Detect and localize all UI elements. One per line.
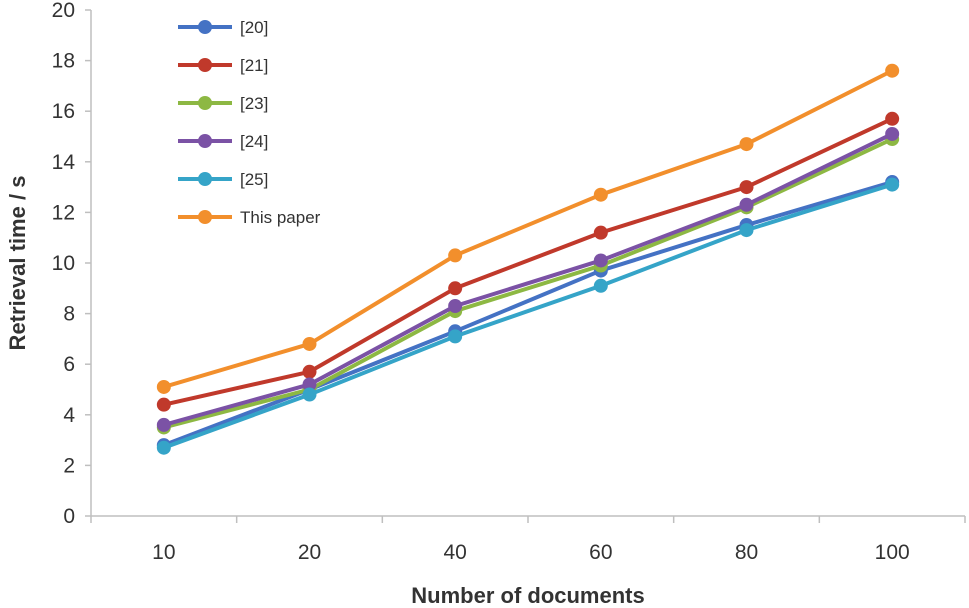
data-point <box>156 379 171 394</box>
data-point <box>593 225 608 240</box>
legend-item: [24] <box>178 132 268 151</box>
legend-swatch-marker <box>198 172 212 186</box>
series-line <box>163 116 894 407</box>
legend-label: [20] <box>240 18 268 37</box>
y-tick-label: 6 <box>63 353 75 376</box>
y-tick-label: 8 <box>63 303 75 326</box>
axes: 0 2 4 6 8 10 12 14 16 18 20 10 20 40 60 80 100 <box>52 0 966 564</box>
y-tick-label: 16 <box>52 100 75 123</box>
legend-item: [20] <box>178 18 268 37</box>
y-tick-label: 14 <box>52 151 76 174</box>
series-1 <box>156 111 900 412</box>
legend-swatch-marker <box>198 210 212 224</box>
data-point <box>302 387 317 402</box>
series-4 <box>156 177 900 455</box>
legend-label: This paper <box>240 208 321 227</box>
y-tick-label: 4 <box>63 404 75 427</box>
y-tick-label: 12 <box>52 201 75 224</box>
x-tick-label: 100 <box>875 541 910 564</box>
y-tick-label: 20 <box>52 0 75 22</box>
legend-item: [23] <box>178 94 268 113</box>
data-point <box>885 177 900 192</box>
data-point <box>448 248 463 263</box>
legend-label: [23] <box>240 94 268 113</box>
legend-swatch-marker <box>198 96 212 110</box>
data-point <box>593 253 608 268</box>
x-tick-label: 40 <box>443 541 466 564</box>
data-point <box>448 299 463 314</box>
data-point <box>739 180 754 195</box>
series-3 <box>156 126 900 432</box>
series-5 <box>156 63 900 394</box>
series-layer <box>156 63 900 455</box>
y-tick-label: 2 <box>63 454 75 477</box>
data-point <box>739 137 754 152</box>
y-tick-label: 18 <box>52 50 75 73</box>
legend: [20] [21] [23] [24] [25] This paper <box>178 18 321 227</box>
series-line <box>163 132 894 427</box>
x-tick-label: 10 <box>152 541 175 564</box>
x-tick-label: 60 <box>589 541 612 564</box>
x-tick-label: 20 <box>298 541 321 564</box>
y-axis-title: Retrieval time / s <box>5 176 30 351</box>
legend-label: [21] <box>240 56 268 75</box>
y-tick-label: 0 <box>63 505 75 528</box>
data-point <box>302 364 317 379</box>
data-point <box>739 223 754 238</box>
series-line <box>163 182 893 450</box>
data-point <box>156 440 171 455</box>
data-point <box>302 377 317 392</box>
y-tick-label: 10 <box>52 252 75 275</box>
data-point <box>156 417 171 432</box>
legend-item: [21] <box>178 56 268 75</box>
data-point <box>302 336 317 351</box>
legend-swatch-marker <box>198 134 212 148</box>
data-point <box>448 281 463 296</box>
legend-label: [24] <box>240 132 268 151</box>
x-tick-label: 80 <box>735 541 758 564</box>
data-point <box>593 278 608 293</box>
legend-item: [25] <box>178 170 268 189</box>
series-line <box>163 137 894 430</box>
legend-label: [25] <box>240 170 268 189</box>
data-point <box>885 63 900 78</box>
data-point <box>156 397 171 412</box>
data-point <box>448 329 463 344</box>
legend-item: This paper <box>178 208 321 227</box>
data-point <box>885 111 900 126</box>
x-axis-title: Number of documents <box>411 583 644 608</box>
legend-swatch-marker <box>198 20 212 34</box>
series-line <box>163 68 894 389</box>
legend-swatch-marker <box>198 58 212 72</box>
data-point <box>739 197 754 212</box>
data-point <box>885 126 900 141</box>
series-line <box>163 180 893 448</box>
data-point <box>593 187 608 202</box>
